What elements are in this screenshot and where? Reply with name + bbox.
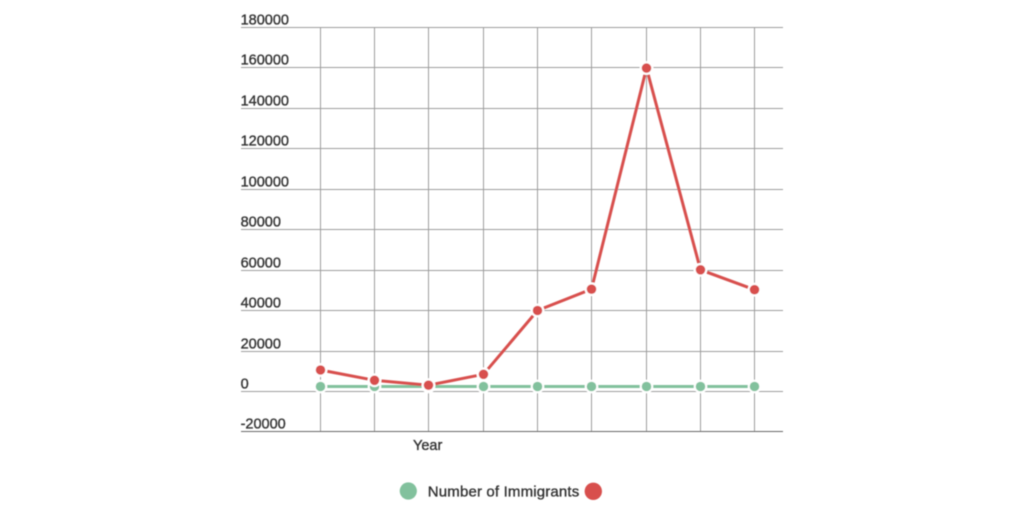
svg-text:80000: 80000	[241, 214, 281, 230]
svg-text:180000: 180000	[241, 12, 289, 28]
svg-text:160000: 160000	[241, 52, 289, 68]
svg-text:0: 0	[241, 376, 249, 392]
svg-text:Year: Year	[413, 438, 442, 454]
svg-text:40000: 40000	[241, 295, 281, 311]
svg-text:140000: 140000	[241, 93, 289, 109]
svg-text:60000: 60000	[241, 255, 281, 271]
svg-text:Number of Immigrants: Number of Immigrants	[428, 484, 580, 501]
svg-text:-20000: -20000	[241, 416, 286, 432]
svg-text:100000: 100000	[241, 174, 289, 190]
svg-text:20000: 20000	[241, 336, 281, 352]
svg-text:120000: 120000	[241, 133, 289, 149]
